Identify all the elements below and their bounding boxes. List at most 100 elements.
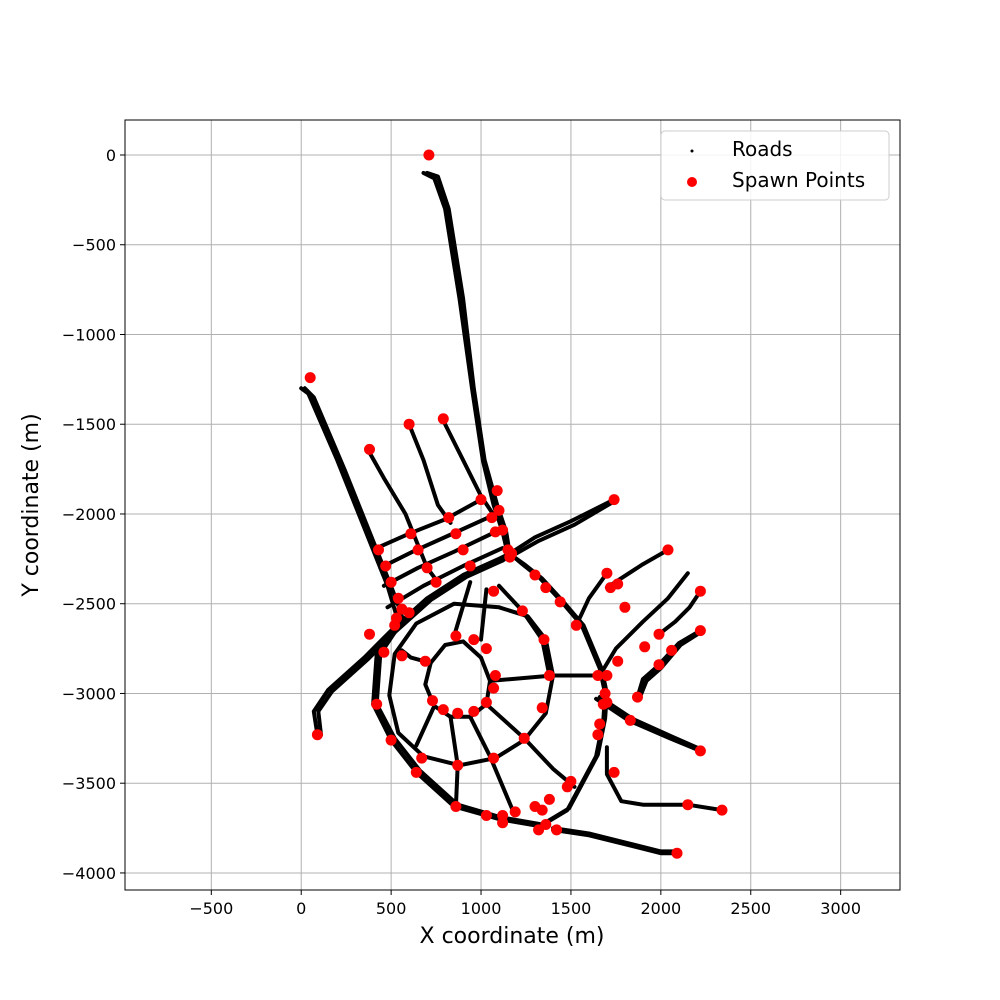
x-tick-label: 1500 <box>551 899 592 918</box>
road-segment <box>374 497 483 551</box>
spawn-point <box>392 592 404 604</box>
spawn-point <box>416 752 428 764</box>
road-segment <box>381 529 498 588</box>
spawn-points-series <box>304 149 728 859</box>
road-segment <box>657 589 703 637</box>
x-axis-label: X coordinate (m) <box>420 924 605 949</box>
spawn-point <box>488 752 500 764</box>
spawn-point <box>468 634 480 646</box>
y-tick-label: −2500 <box>62 595 116 614</box>
spawn-point <box>653 659 665 671</box>
road-segment <box>378 515 491 570</box>
y-tick-label: 0 <box>106 146 116 165</box>
spawn-point <box>385 734 397 746</box>
spawn-point <box>612 655 624 667</box>
road-segment <box>597 695 703 752</box>
spawn-point <box>543 793 555 805</box>
road-segment <box>414 704 437 748</box>
spawn-point <box>423 149 435 161</box>
y-tick-label: −500 <box>72 236 116 255</box>
spawn-point <box>554 596 566 608</box>
x-tick-label: 2500 <box>730 899 771 918</box>
spawn-point <box>304 372 316 384</box>
spawn-point <box>632 691 643 703</box>
y-tick-label: −1000 <box>62 325 116 344</box>
legend-spawn-points-marker <box>687 177 697 187</box>
x-tick-label: 500 <box>376 899 407 918</box>
spawn-point <box>694 585 706 597</box>
x-tick-label: 0 <box>296 899 306 918</box>
spawn-point <box>419 655 431 667</box>
spawn-point <box>601 696 613 708</box>
road-segment <box>507 499 617 560</box>
x-tick-label: 2000 <box>640 899 681 918</box>
spawn-point <box>716 804 728 816</box>
legend-box <box>660 130 890 201</box>
spawn-point <box>430 576 442 588</box>
road-segment <box>385 546 505 610</box>
spawn-point <box>403 418 415 430</box>
spawn-point <box>450 801 462 812</box>
spawn-point <box>509 806 521 818</box>
spawn-point <box>694 745 706 757</box>
spawn-point <box>529 569 541 581</box>
spawn-point <box>671 847 683 859</box>
legend: Roads Spawn Points <box>660 130 890 201</box>
x-tick-label: 1000 <box>461 899 502 918</box>
road-segment <box>421 170 510 558</box>
spawn-point <box>488 585 500 597</box>
y-tick-label: −4000 <box>62 864 116 883</box>
spawn-point <box>437 413 449 425</box>
spawn-point <box>480 643 492 655</box>
spawn-point <box>396 650 408 662</box>
spawn-point <box>608 766 620 778</box>
spawn-point <box>410 766 422 778</box>
road-segment <box>497 583 525 613</box>
spawn-point <box>371 698 383 710</box>
spawn-point <box>405 528 417 540</box>
spawn-point <box>491 485 503 497</box>
spawn-point <box>311 729 323 741</box>
spawn-point <box>468 705 480 717</box>
spawn-point <box>639 641 651 653</box>
spawn-point <box>653 628 665 640</box>
y-tick-label: −2000 <box>62 505 116 524</box>
spawn-point <box>605 582 616 594</box>
spawn-point <box>403 607 415 619</box>
spawn-point <box>452 759 464 771</box>
road-segment <box>604 745 724 813</box>
spawn-point <box>540 819 552 830</box>
spawn-point <box>486 512 498 524</box>
spawn-point <box>599 688 611 699</box>
road-segment <box>507 497 617 556</box>
spawn-point <box>450 630 462 642</box>
road-segment <box>597 571 690 678</box>
legend-roads-marker <box>690 149 694 153</box>
x-axis-ticks: −500 0 500 1000 1500 2000 2500 3000 <box>189 890 861 918</box>
grid <box>125 120 900 890</box>
spawn-point <box>380 560 392 572</box>
spawn-point <box>364 443 375 455</box>
spawn-point <box>475 494 487 506</box>
spawn-point <box>443 512 455 524</box>
spawn-point <box>619 601 631 613</box>
legend-roads-label: Roads <box>732 137 793 161</box>
legend-spawn-points-label: Spawn Points <box>732 168 865 192</box>
spawn-point <box>421 562 433 574</box>
y-tick-label: −3500 <box>62 774 116 793</box>
spawn-point <box>385 576 397 588</box>
spawn-point <box>364 628 375 640</box>
spawn-point <box>601 567 613 579</box>
y-tick-label: −1500 <box>62 415 116 434</box>
spawn-point <box>450 528 462 540</box>
spawn-point <box>412 544 424 556</box>
spawn-point <box>518 732 530 744</box>
spawn-point <box>464 560 476 572</box>
spawn-point <box>452 707 464 719</box>
road-segment <box>484 702 577 789</box>
spawn-point <box>516 605 528 617</box>
spawn-point <box>570 619 582 631</box>
spawn-point <box>666 644 678 656</box>
spawn-point <box>538 634 550 646</box>
